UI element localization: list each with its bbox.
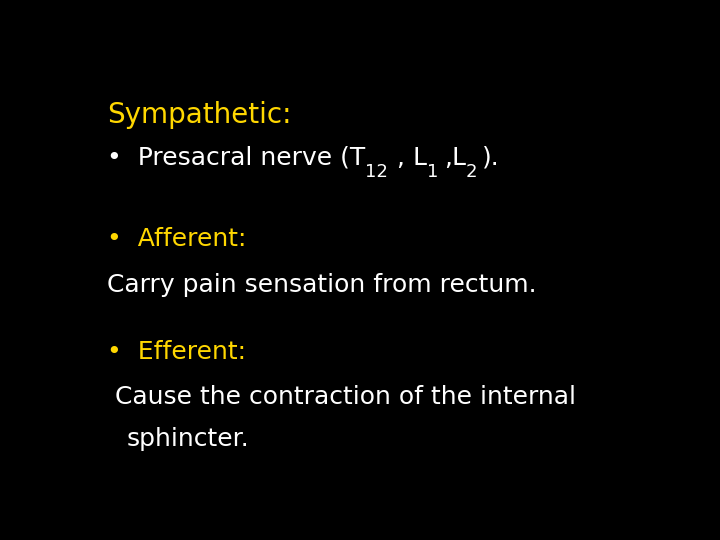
Text: Carry pain sensation from rectum.: Carry pain sensation from rectum. (107, 273, 536, 297)
Text: •  Afferent:: • Afferent: (107, 227, 246, 252)
Text: Cause the contraction of the internal: Cause the contraction of the internal (115, 386, 576, 409)
Text: •  Efferent:: • Efferent: (107, 340, 246, 364)
Text: 2: 2 (466, 163, 477, 181)
Text: •  Presacral nerve (T: • Presacral nerve (T (107, 146, 365, 170)
Text: 1: 1 (428, 163, 438, 181)
Text: , L: , L (397, 146, 428, 170)
Text: sphincter.: sphincter. (126, 427, 249, 451)
Text: 12: 12 (365, 163, 388, 181)
Text: ).: ). (482, 146, 500, 170)
Text: ,L: ,L (444, 146, 466, 170)
Text: Sympathetic:: Sympathetic: (107, 100, 291, 129)
